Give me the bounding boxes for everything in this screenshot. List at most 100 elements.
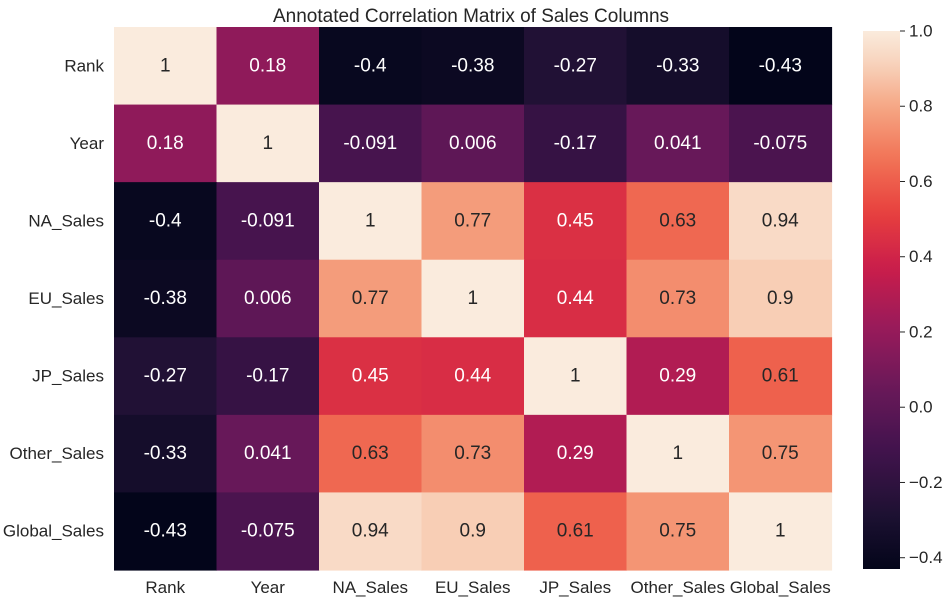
x-tick-label-year: Year (251, 578, 286, 597)
cell-annotation: -0.27 (554, 55, 597, 76)
cell-annotation: -0.38 (144, 288, 187, 309)
heatmap-cell-year-year (216, 104, 320, 183)
colorbar: −0.4 −0.2 0.0 0.2 0.4 0.6 0.8 1.0 (863, 22, 943, 569)
heatmap-cell-eu-sales-other-sales (626, 259, 730, 338)
heatmap-cell-rank-na-sales (319, 27, 423, 106)
cell-annotation: 0.9 (767, 288, 793, 309)
heatmap-cell-global-sales-eu-sales (421, 492, 525, 571)
cell-annotation: 0.94 (352, 521, 389, 542)
heatmap-cell-eu-sales-jp-sales (524, 259, 628, 338)
heatmap-cell-rank-global-sales (729, 27, 833, 106)
y-tick-label-global-sales: Global_Sales (3, 522, 104, 541)
cell-annotation: 0.77 (352, 288, 389, 309)
x-tick-label-other-sales: Other_Sales (631, 578, 726, 597)
heatmap-cells (114, 27, 833, 571)
cell-annotation: 0.94 (762, 210, 799, 231)
cell-annotation: 1 (160, 55, 171, 76)
colorbar-tick-label: −0.4 (909, 548, 943, 567)
cell-annotation: -0.33 (656, 55, 699, 76)
chart-title: Annotated Correlation Matrix of Sales Co… (273, 6, 669, 27)
heatmap-cell-rank-jp-sales (524, 27, 628, 106)
cell-annotation: 0.041 (244, 443, 292, 464)
x-tick-label-eu-sales: EU_Sales (435, 578, 511, 597)
y-tick-labels: Rank Year NA_Sales EU_Sales JP_Sales Other_Sa… (3, 56, 105, 540)
cell-annotation: -0.075 (241, 521, 295, 542)
heatmap-cell-year-rank (114, 104, 218, 183)
heatmap-cell-na-sales-jp-sales (524, 182, 628, 261)
cell-annotation: -0.43 (759, 55, 802, 76)
cell-annotation: 1 (365, 210, 376, 231)
heatmap-annotations: 1 0.18 -0.4 -0.38 -0.27 -0.33 -0.43 0.18 1 -0.091… (144, 55, 808, 541)
heatmap-cell-jp-sales-global-sales (729, 337, 833, 416)
cell-annotation: -0.38 (451, 55, 494, 76)
cell-annotation: -0.091 (343, 133, 397, 154)
cell-annotation: 1 (775, 521, 786, 542)
colorbar-tick-label: 0.4 (909, 247, 933, 266)
cell-annotation: 0.63 (352, 443, 389, 464)
cell-annotation: 0.45 (557, 210, 594, 231)
heatmap-cell-jp-sales-jp-sales (524, 337, 628, 416)
cell-annotation: -0.4 (149, 210, 182, 231)
heatmap-cell-year-eu-sales (421, 104, 525, 183)
y-tick-label-year: Year (70, 134, 105, 153)
cell-annotation: 1 (570, 366, 581, 387)
y-tick-label-rank: Rank (64, 56, 104, 75)
heatmap-cell-eu-sales-year (216, 259, 320, 338)
heatmap-cell-na-sales-rank (114, 182, 218, 261)
heatmap-cell-other-sales-jp-sales (524, 414, 628, 494)
cell-annotation: 0.29 (557, 443, 594, 464)
heatmap-cell-eu-sales-rank (114, 259, 218, 338)
cell-annotation: 1 (672, 443, 683, 464)
heatmap-cell-year-jp-sales (524, 104, 628, 183)
heatmap-cell-jp-sales-rank (114, 337, 218, 416)
y-tick-label-na-sales: NA_Sales (28, 211, 104, 230)
x-tick-label-jp-sales: JP_Sales (539, 578, 611, 597)
cell-annotation: 0.44 (557, 288, 594, 309)
heatmap-cell-other-sales-eu-sales (421, 414, 525, 494)
cell-annotation: 0.29 (659, 366, 696, 387)
heatmap-cell-na-sales-na-sales (319, 182, 423, 261)
heatmap-cell-jp-sales-other-sales (626, 337, 730, 416)
heatmap-cell-year-na-sales (319, 104, 423, 183)
colorbar-gradient (863, 31, 900, 569)
heatmap-cell-other-sales-other-sales (626, 414, 730, 494)
cell-annotation: 0.006 (449, 133, 497, 154)
heatmap-cell-rank-year (216, 27, 320, 106)
cell-annotation: 0.61 (762, 366, 799, 387)
colorbar-tick-label: 0.0 (909, 398, 933, 417)
heatmap-cell-eu-sales-na-sales (319, 259, 423, 338)
heatmap-cell-rank-eu-sales (421, 27, 525, 106)
cell-annotation: 0.75 (659, 521, 696, 542)
colorbar-tick-label: −0.2 (909, 473, 943, 492)
heatmap-cell-global-sales-rank (114, 492, 218, 571)
cell-annotation: 0.18 (249, 55, 286, 76)
heatmap-cell-jp-sales-eu-sales (421, 337, 525, 416)
heatmap-cell-eu-sales-eu-sales (421, 259, 525, 338)
heatmap-cell-na-sales-year (216, 182, 320, 261)
cell-annotation: 0.73 (454, 443, 491, 464)
cell-annotation: 1 (262, 133, 273, 154)
heatmap-cell-year-global-sales (729, 104, 833, 183)
cell-annotation: -0.33 (144, 443, 187, 464)
cell-annotation: 0.45 (352, 366, 389, 387)
heatmap-cell-global-sales-global-sales (729, 492, 833, 571)
y-tick-label-other-sales: Other_Sales (10, 444, 105, 463)
heatmap-cell-na-sales-global-sales (729, 182, 833, 261)
y-tick-label-eu-sales: EU_Sales (28, 289, 104, 308)
heatmap-cell-global-sales-year (216, 492, 320, 571)
cell-annotation: -0.4 (354, 55, 387, 76)
heatmap-cell-global-sales-other-sales (626, 492, 730, 571)
cell-annotation: 0.75 (762, 443, 799, 464)
heatmap-cell-eu-sales-global-sales (729, 259, 833, 338)
cell-annotation: 0.73 (659, 288, 696, 309)
x-tick-label-na-sales: NA_Sales (332, 578, 408, 597)
cell-annotation: -0.27 (144, 366, 187, 387)
cell-annotation: 0.9 (460, 521, 486, 542)
x-tick-labels: Rank Year NA_Sales EU_Sales JP_Sales Other_Sa… (145, 578, 830, 597)
y-tick-label-jp-sales: JP_Sales (32, 367, 104, 386)
colorbar-tick-label: 0.6 (909, 172, 933, 191)
cell-annotation: 0.041 (654, 133, 702, 154)
heatmap-cell-other-sales-global-sales (729, 414, 833, 494)
